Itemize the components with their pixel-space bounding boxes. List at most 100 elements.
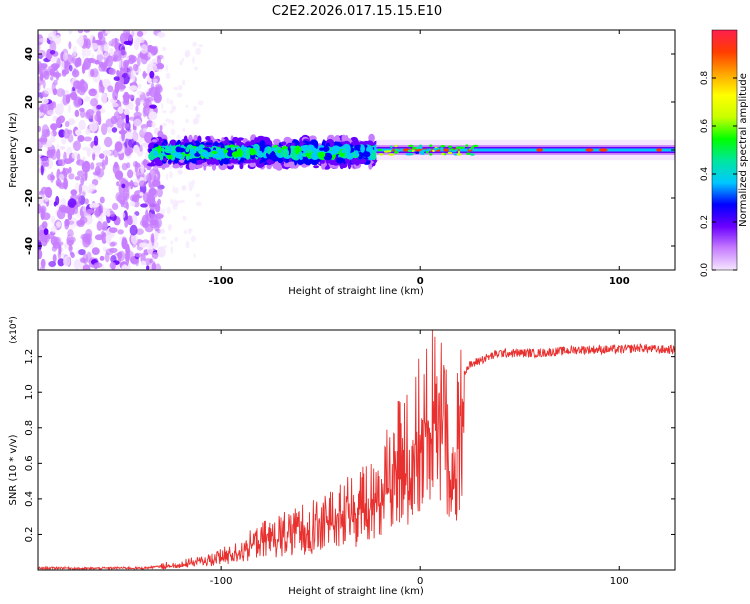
- noise-blob: [46, 142, 53, 148]
- noise-blob: [176, 134, 182, 140]
- noise-blob: [129, 85, 138, 91]
- noise-blob: [102, 150, 112, 156]
- signal-blob: [419, 151, 423, 154]
- noise-blob: [117, 250, 126, 262]
- noise-blob: [109, 261, 117, 270]
- colorbar: 0.0 0.2 0.4 0.6 0.8 Normalized spectral ampl…: [700, 29, 749, 277]
- noise-blob: [99, 153, 105, 159]
- signal-blob: [282, 148, 289, 158]
- noise-blob: [38, 249, 43, 260]
- signal-blob: [337, 143, 343, 147]
- signal-blob: [150, 161, 154, 166]
- noise-blob: [51, 30, 57, 39]
- noise-blob: [178, 84, 183, 91]
- signal-blob: [299, 145, 308, 152]
- noise-blob: [107, 126, 112, 134]
- y-tick-label: 40: [24, 47, 35, 61]
- signal-blob: [243, 146, 248, 151]
- signal-blob: [390, 145, 393, 148]
- noise-blob: [54, 34, 62, 45]
- noise-blob: [133, 118, 142, 127]
- noise-blob: [130, 69, 136, 82]
- noise-blob: [181, 57, 185, 62]
- signal-blob: [310, 152, 319, 161]
- signal-blob: [161, 147, 165, 152]
- noise-blob: [106, 212, 111, 217]
- noise-blob: [161, 57, 165, 61]
- noise-blob: [161, 102, 164, 110]
- signal-blob: [341, 149, 345, 154]
- noise-blob: [82, 146, 90, 151]
- noise-blob: [142, 127, 148, 132]
- spectrogram-content: [38, 30, 675, 270]
- snr-content: [38, 330, 675, 570]
- noise-blob: [90, 88, 96, 94]
- signal-blob: [343, 154, 348, 159]
- noise-blob: [107, 85, 114, 93]
- noise-blob: [129, 55, 137, 63]
- noise-blob: [82, 235, 91, 248]
- noise-blob: [157, 198, 161, 206]
- signal-blob: [185, 147, 190, 153]
- signal-blob: [301, 153, 308, 157]
- snr-x-label: Height of straight line (km): [288, 586, 424, 597]
- signal-blob: [319, 147, 325, 151]
- noise-blob: [96, 168, 105, 178]
- noise-blob: [135, 97, 141, 107]
- noise-blob: [68, 244, 73, 253]
- noise-blob: [101, 30, 106, 34]
- noise-blob: [122, 94, 131, 99]
- signal-blob: [429, 144, 433, 147]
- signal-peak: [656, 148, 662, 152]
- noise-blob: [121, 212, 126, 219]
- noise-blob: [146, 120, 154, 128]
- noise-blob: [153, 91, 159, 96]
- signal-blob: [277, 149, 282, 154]
- noise-blob: [93, 135, 99, 146]
- signal-blob: [188, 134, 193, 143]
- noise-blob: [165, 64, 169, 72]
- noise-blob: [116, 181, 120, 187]
- noise-blob: [41, 221, 48, 229]
- noise-blob: [152, 58, 158, 63]
- noise-blob: [93, 174, 99, 180]
- noise-blob: [68, 173, 75, 180]
- noise-blob: [101, 226, 107, 231]
- noise-blob: [79, 216, 85, 226]
- noise-blob: [41, 212, 51, 220]
- signal-blob: [450, 148, 454, 151]
- noise-blob: [95, 162, 105, 167]
- signal-blob: [388, 153, 395, 156]
- noise-blob: [142, 70, 147, 79]
- signal-blob: [386, 150, 392, 153]
- signal-peak: [443, 148, 450, 152]
- noise-blob: [55, 195, 60, 206]
- noise-blob: [173, 86, 179, 91]
- noise-blob: [77, 30, 84, 34]
- noise-blob: [187, 229, 192, 235]
- noise-blob: [104, 155, 109, 166]
- noise-blob: [159, 228, 166, 235]
- signal-blob: [440, 147, 444, 150]
- signal-blob: [370, 152, 375, 160]
- noise-blob: [124, 219, 129, 228]
- noise-blob: [73, 67, 77, 76]
- signal-blob: [349, 153, 354, 158]
- signal-blob: [421, 149, 427, 152]
- snr-y-ticks: 0.2 0.4 0.6 0.8 1.0 1.2: [24, 349, 675, 542]
- colorbar-frame: [711, 29, 738, 271]
- colorbar-tick-label: 0.2: [700, 215, 710, 229]
- noise-blob: [139, 242, 148, 248]
- noise-blob: [195, 201, 202, 206]
- signal-blob: [448, 145, 453, 148]
- signal-blob: [168, 144, 173, 153]
- noise-blob: [137, 53, 144, 58]
- noise-blob: [50, 225, 57, 233]
- noise-blob: [139, 219, 148, 227]
- noise-blob: [101, 123, 108, 136]
- noise-blob: [149, 258, 153, 264]
- noise-blob: [108, 68, 116, 75]
- signal-blob: [298, 151, 303, 158]
- noise-blob: [174, 187, 179, 194]
- signal-blob: [415, 151, 420, 154]
